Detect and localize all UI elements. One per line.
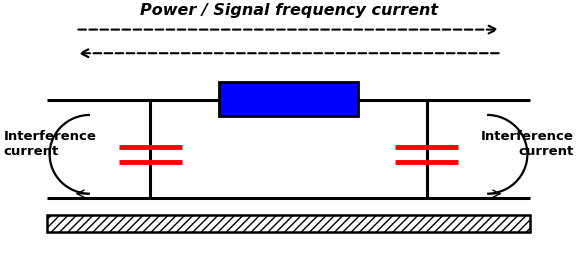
Bar — [219, 82, 358, 116]
Bar — [47, 215, 530, 232]
Text: Interference
current: Interference current — [481, 130, 574, 158]
Text: Interference
current: Interference current — [3, 130, 96, 158]
Text: Power / Signal frequency current: Power / Signal frequency current — [140, 3, 437, 18]
